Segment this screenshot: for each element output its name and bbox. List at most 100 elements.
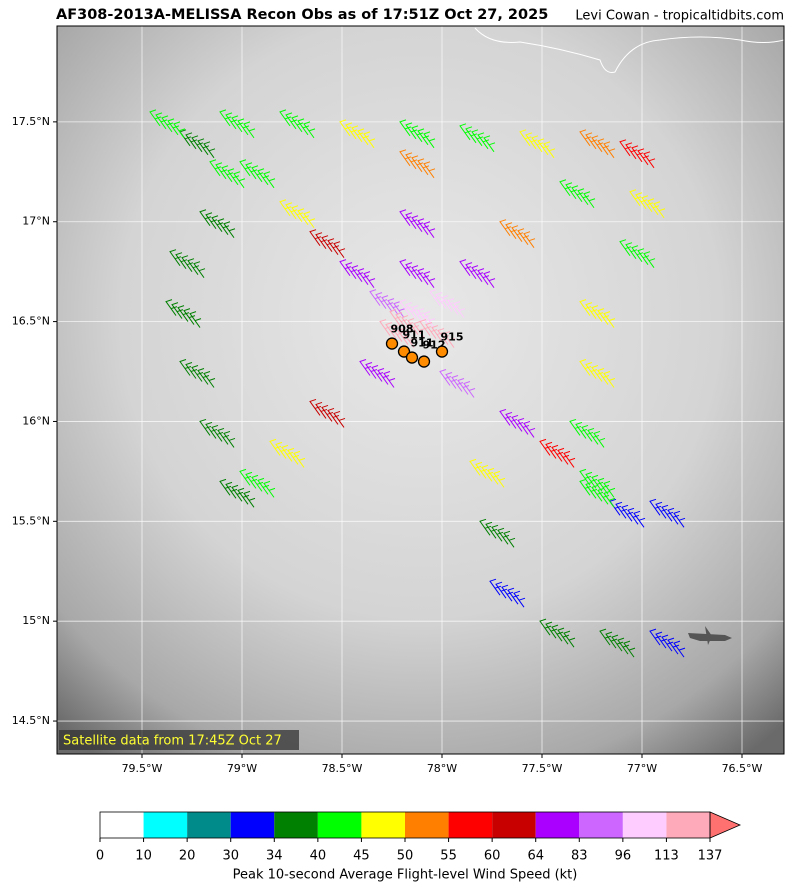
barb-stroke [333, 410, 346, 428]
y-tick-label: 16.5°N [12, 315, 50, 328]
barb-stroke [603, 490, 616, 508]
map-frame [56, 25, 785, 755]
barb-stroke [633, 510, 646, 528]
wind-barb [479, 518, 516, 548]
wind-barb [179, 359, 216, 388]
barb-stroke [483, 271, 496, 288]
colorbar-label: Peak 10-second Average Flight-level Wind… [233, 868, 578, 883]
barb-stroke [303, 121, 316, 139]
colorbar-segment [361, 812, 405, 838]
colorbar-tick-label: 60 [484, 849, 501, 864]
colorbar-tick-label: 34 [266, 849, 283, 864]
wind-barb [619, 239, 656, 268]
colorbar-tick-label: 83 [571, 849, 588, 864]
barb-stroke [203, 141, 216, 159]
barb-stroke [243, 490, 256, 508]
colorbar-segment [274, 812, 318, 838]
barb-stroke [423, 161, 436, 179]
barb-stroke [623, 640, 636, 658]
note-box [59, 730, 299, 750]
x-tick-label: 79°W [227, 762, 257, 775]
wind-barb [649, 628, 686, 658]
barb-stroke [189, 311, 202, 328]
wind-barb [339, 119, 376, 149]
barb-stroke [303, 211, 316, 229]
colorbar-segment [100, 812, 144, 838]
colorbar-tick-label: 20 [179, 849, 196, 864]
barb-stroke [563, 630, 576, 648]
wind-barb [389, 309, 426, 338]
wind-barb [579, 299, 616, 328]
dropsonde [435, 345, 449, 358]
wind-barb [219, 478, 256, 508]
wind-barb [399, 209, 436, 239]
wind-barb [149, 109, 186, 139]
barb-stroke [483, 135, 496, 153]
barb-stroke [603, 141, 616, 159]
colorbar-segment [187, 812, 231, 838]
barb-stroke [593, 430, 606, 448]
satellite-note: Satellite data from 17:45Z Oct 27 [63, 734, 282, 749]
barb-stroke [603, 371, 616, 388]
barb-stroke [493, 470, 506, 488]
barb-stroke [563, 450, 576, 468]
colorbar-tick-label: 64 [527, 849, 544, 864]
barb-stroke [643, 251, 656, 268]
y-tick-label: 14.5°N [12, 714, 50, 727]
barb-stroke [243, 121, 256, 139]
barb-stroke [453, 301, 466, 318]
wind-barb [499, 219, 536, 248]
wind-barb [459, 123, 496, 153]
wind-barb [419, 319, 456, 348]
wind-barb [165, 299, 202, 328]
wind-barb [399, 149, 436, 179]
wind-barb [399, 119, 436, 149]
barb-stroke [223, 221, 236, 239]
x-tick-label: 78.5°W [322, 762, 363, 775]
wind-barb [539, 438, 576, 468]
colorbar-tick-label: 45 [353, 849, 370, 864]
barb-stroke [523, 420, 536, 438]
wind-barb [489, 578, 526, 608]
wind-barb [379, 319, 416, 348]
wind-barb [309, 398, 346, 428]
wind-barb [579, 129, 616, 159]
wind-barb [579, 468, 616, 498]
barb-stroke [603, 311, 616, 328]
colorbar-segment [317, 812, 362, 838]
wind-barb [339, 259, 376, 288]
wind-barb [209, 159, 246, 189]
x-tick-label: 79.5°W [122, 762, 163, 775]
colorbar-tick-label: 50 [397, 849, 414, 864]
y-tick-label: 16°N [22, 414, 50, 427]
barb-stroke [443, 331, 456, 348]
colorbar-tick-label: 137 [698, 849, 723, 864]
dropsonde [405, 351, 419, 364]
colorbar-segment [492, 812, 536, 838]
barb-stroke [653, 201, 666, 219]
barb-stroke [503, 530, 516, 548]
barb-stroke [203, 371, 216, 388]
wind-barb [459, 259, 496, 288]
barb-stroke [543, 141, 556, 159]
dropsonde-label: 911 [403, 329, 426, 342]
barb-stroke [423, 131, 436, 149]
colorbar-tick-label: 40 [310, 849, 327, 864]
wind-barb [369, 289, 406, 318]
barb-stroke [383, 371, 396, 388]
colorbar-tick-label: 30 [222, 849, 239, 864]
colorbar-segment [448, 812, 493, 838]
barb-stroke [233, 171, 246, 189]
colorbar-segment [405, 812, 449, 838]
barb-stroke [583, 191, 596, 209]
aircraft-icon [688, 626, 732, 645]
wind-barb [179, 129, 216, 159]
wind-barb [359, 359, 396, 388]
x-tick-label: 76.5°W [722, 762, 763, 775]
wind-barb [199, 209, 236, 239]
y-tick-label: 17.5°N [12, 115, 50, 128]
barb-stroke [423, 221, 436, 239]
wind-barb [219, 109, 256, 139]
wind-barb [609, 498, 646, 528]
